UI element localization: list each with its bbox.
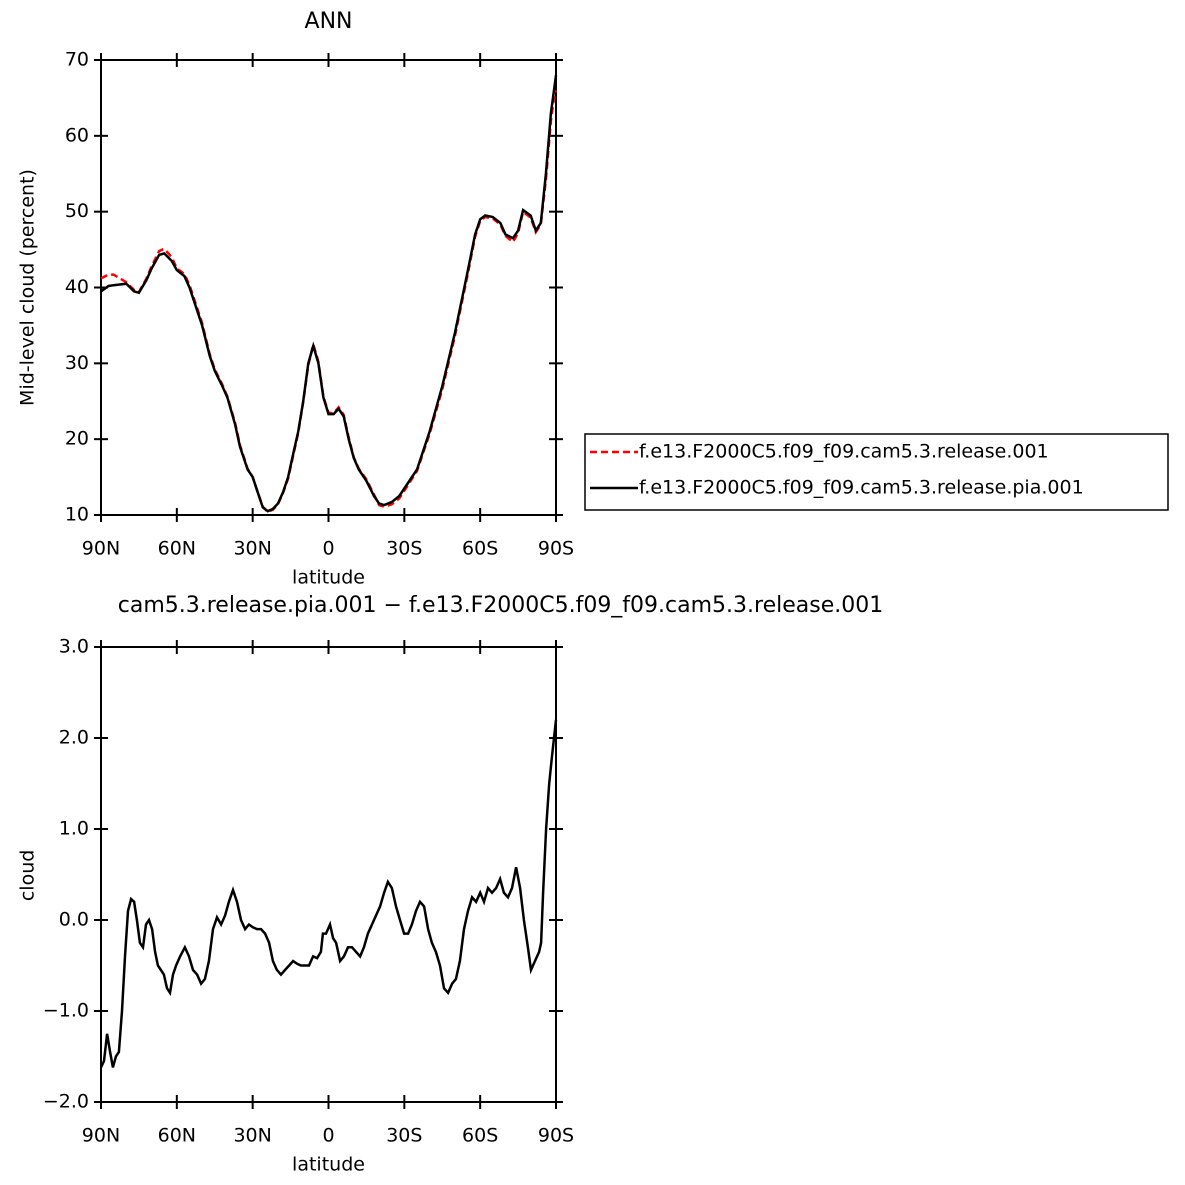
y-tick-label: 40 xyxy=(65,276,89,298)
y-tick-label: 20 xyxy=(65,428,89,450)
chart-title: ANN xyxy=(305,9,353,34)
x-tick-label: 90N xyxy=(82,538,120,560)
x-axis-label: latitude xyxy=(292,567,365,589)
y-tick-label: −2.0 xyxy=(43,1091,89,1113)
chart-title: cam5.3.release.pia.001 − f.e13.F2000C5.f… xyxy=(118,593,884,618)
series-line xyxy=(100,75,558,513)
y-tick-label: 3.0 xyxy=(59,636,89,658)
y-tick-label: 1.0 xyxy=(59,818,89,840)
x-tick-label: 30S xyxy=(386,538,422,560)
x-tick-label: 30N xyxy=(233,1125,271,1147)
y-tick-label: 50 xyxy=(65,200,89,222)
x-tick-label: 90S xyxy=(538,1125,574,1147)
y-tick-label: 30 xyxy=(65,352,89,374)
x-tick-label: 0 xyxy=(322,538,334,560)
series-line xyxy=(99,719,558,1068)
y-tick-label: 60 xyxy=(65,124,89,146)
x-tick-label: 60N xyxy=(158,1125,196,1147)
x-tick-label: 90N xyxy=(82,1125,120,1147)
x-tick-label: 30N xyxy=(233,538,271,560)
y-tick-label: 0.0 xyxy=(59,909,89,931)
y-tick-label: 2.0 xyxy=(59,727,89,749)
x-tick-label: 0 xyxy=(322,1125,334,1147)
y-axis-label: Mid-level cloud (percent) xyxy=(17,756,39,993)
x-tick-label: 90S xyxy=(538,538,574,560)
legend-label: f.e13.F2000C5.f09_f09.cam5.3.release.pia… xyxy=(639,477,1084,499)
y-tick-label: 10 xyxy=(65,504,89,526)
y-tick-label: 70 xyxy=(65,49,89,71)
legend-box xyxy=(584,433,1169,511)
plot-frame xyxy=(100,59,557,516)
x-axis-label: latitude xyxy=(292,1154,365,1176)
x-tick-label: 60S xyxy=(462,1125,498,1147)
plot-frame xyxy=(100,646,557,1103)
legend-label: f.e13.F2000C5.f09_f09.cam5.3.release.001 xyxy=(639,441,1049,463)
x-tick-label: 60N xyxy=(158,538,196,560)
x-tick-label: 60S xyxy=(462,538,498,560)
x-tick-label: 30S xyxy=(386,1125,422,1147)
series-line xyxy=(100,90,558,514)
y-axis-label: Mid-level cloud (percent) xyxy=(17,169,39,406)
y-tick-label: −1.0 xyxy=(43,1000,89,1022)
